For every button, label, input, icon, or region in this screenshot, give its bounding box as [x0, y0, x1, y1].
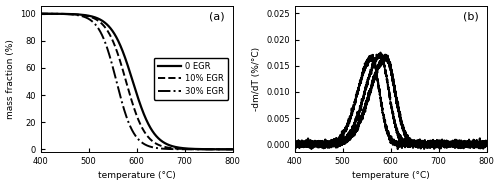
Y-axis label: mass fraction (%): mass fraction (%) [6, 39, 15, 119]
0 EGR [205, 148, 211, 150]
Legend: 0 EGR, 10% EGR, 30% EGR: 0 EGR, 10% EGR, 30% EGR [154, 58, 228, 100]
10% EGR [226, 148, 232, 150]
Text: (a): (a) [210, 11, 225, 21]
10% EGR [60, 13, 66, 15]
30% EGR [205, 148, 211, 150]
0 EGR [112, 33, 117, 35]
10% EGR [205, 148, 211, 150]
Text: (b): (b) [463, 11, 479, 21]
30% EGR [71, 14, 77, 16]
10% EGR [38, 13, 44, 15]
Y-axis label: -dm/dT (%/°C): -dm/dT (%/°C) [252, 47, 260, 111]
0 EGR [226, 148, 232, 150]
0 EGR [60, 13, 66, 15]
X-axis label: temperature (°C): temperature (°C) [98, 171, 176, 180]
X-axis label: temperature (°C): temperature (°C) [352, 171, 430, 180]
30% EGR [226, 148, 232, 150]
0 EGR [120, 50, 126, 52]
10% EGR [71, 13, 77, 15]
30% EGR [112, 72, 117, 74]
0 EGR [230, 148, 235, 150]
30% EGR [60, 13, 66, 15]
30% EGR [230, 148, 235, 150]
10% EGR [120, 68, 126, 70]
Line: 10% EGR: 10% EGR [40, 14, 232, 149]
10% EGR [230, 148, 235, 150]
30% EGR [38, 13, 44, 15]
10% EGR [112, 43, 117, 45]
Line: 30% EGR: 30% EGR [40, 14, 232, 149]
Line: 0 EGR: 0 EGR [40, 14, 232, 149]
30% EGR [120, 103, 126, 106]
0 EGR [38, 13, 44, 15]
0 EGR [71, 13, 77, 15]
